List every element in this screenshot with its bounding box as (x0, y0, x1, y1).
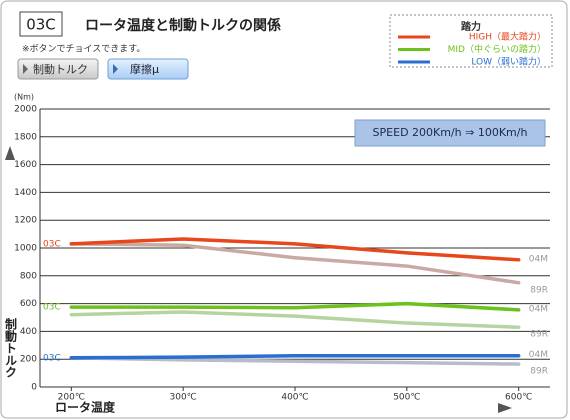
x-tick-label: 200℃ (58, 393, 85, 403)
code-box (19, 11, 63, 37)
line (69, 237, 521, 262)
y-tick-label: 400 (20, 327, 37, 337)
legend-title: 踏力 (461, 20, 481, 33)
chart-title: ロータ温度と制動トルクの関係 (85, 17, 281, 34)
y-tick-label: 1800 (14, 132, 37, 142)
x-tick-label: 600℃ (505, 393, 532, 403)
y-tick-label: 0 (31, 383, 37, 393)
series-label: 89R (530, 367, 548, 377)
legend (389, 14, 553, 68)
series-label: 04M (529, 350, 548, 360)
button[interactable]: 制動トルク (17, 58, 99, 80)
y-tick-label: 1400 (14, 188, 37, 198)
y-tick-label: 1600 (14, 160, 37, 170)
series-label: 89R (530, 285, 548, 295)
code: 03C (26, 16, 56, 34)
start-label: 03C (43, 353, 61, 363)
line (69, 301, 521, 312)
legend-label: HIGH（最大踏力） (469, 31, 546, 43)
line (69, 356, 521, 366)
y-tick-label: 2000 (14, 105, 37, 115)
start-label: 03C (43, 303, 61, 313)
legend-label: MID（中ぐらいの踏力） (448, 43, 546, 55)
y-tick-label: 800 (20, 271, 37, 281)
y-tick-label: 200 (20, 355, 37, 365)
series-label: 04M (529, 304, 548, 314)
series-label: 89R (530, 330, 548, 340)
x-axis-title: ロータ温度 (55, 400, 116, 415)
y-arrowhead (5, 146, 15, 160)
y-tick-label: 1200 (14, 216, 37, 226)
x-arrowhead (498, 403, 512, 413)
note: ※ボタンでチョイスできます。 (22, 44, 145, 55)
button-label[interactable]: 制動トルク (33, 62, 88, 76)
line (69, 310, 521, 329)
series-label: 04M (529, 254, 548, 264)
button[interactable]: 摩擦μ (107, 58, 189, 80)
y-unit: (Nm) (14, 93, 34, 102)
y-tick-label: 1000 (14, 244, 37, 254)
y-tick-label: 600 (20, 299, 37, 309)
y-axis-title: 制動トルク (4, 317, 18, 378)
x-tick-label: 500℃ (393, 393, 420, 403)
button-label[interactable]: 摩擦μ (130, 62, 159, 76)
x-tick-label: 400℃ (281, 393, 308, 403)
line (69, 242, 521, 285)
start-label: 03C (43, 239, 61, 249)
annotation-box (354, 119, 546, 147)
annotation: SPEED 200Km/h ⇒ 100Km/h (373, 126, 528, 139)
legend-label: LOW（弱い踏力） (471, 56, 546, 68)
line (69, 353, 521, 360)
x-tick-label: 300℃ (170, 393, 197, 403)
